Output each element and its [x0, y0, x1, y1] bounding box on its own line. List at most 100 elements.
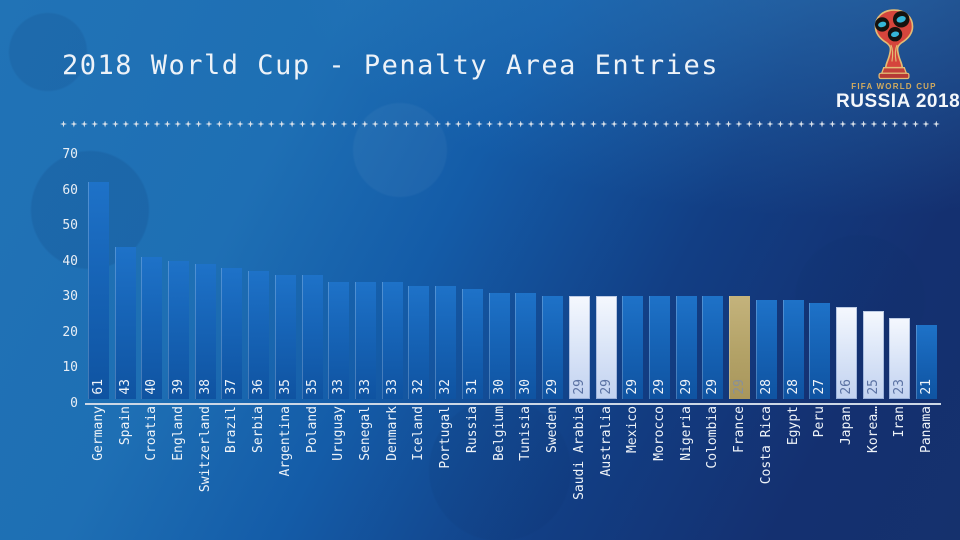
- star-icon: [652, 120, 660, 128]
- bar-value-label: 25: [865, 378, 881, 395]
- bar-slot: 25: [860, 155, 887, 400]
- x-label-slot: Argentina: [272, 399, 299, 539]
- bar-france: 29: [729, 296, 751, 400]
- x-axis-category-label: Denmark: [384, 406, 400, 462]
- bar-slot: 21: [913, 155, 940, 400]
- bar-slot: 29: [646, 155, 673, 400]
- x-label-slot: Croatia: [138, 399, 165, 539]
- x-label-slot: Colombia: [700, 399, 727, 539]
- x-axis-category-label: Brazil: [224, 406, 240, 454]
- bar-slot: 61: [85, 155, 112, 400]
- star-icon: [143, 120, 151, 128]
- x-axis-category-label: Korea…: [865, 406, 881, 454]
- bar-column: 35 Poland: [299, 155, 326, 539]
- star-icon: [631, 120, 639, 128]
- bar-slot: 36: [245, 155, 272, 400]
- bar-column: 32 Iceland: [406, 155, 433, 539]
- bar-column: 31 Russia: [459, 155, 486, 539]
- x-label-slot: Uruguay: [325, 399, 352, 539]
- star-icon: [662, 120, 670, 128]
- x-axis-category-label: Costa Rica: [758, 406, 774, 485]
- y-tick-label: 60: [62, 182, 78, 198]
- bar-column: 29 Colombia: [700, 155, 727, 539]
- x-axis-category-label: Iceland: [411, 406, 427, 462]
- y-tick-label: 30: [62, 289, 78, 305]
- x-label-slot: Germany: [85, 399, 112, 539]
- bar-slot: 40: [138, 155, 165, 400]
- star-icon: [340, 120, 348, 128]
- star-icon: [745, 120, 753, 128]
- bar-column: 29 Mexico: [619, 155, 646, 539]
- logo-russia-2018-text: RUSSIA 2018: [836, 91, 960, 112]
- x-label-slot: Russia: [459, 399, 486, 539]
- bar-russia: 31: [461, 289, 483, 400]
- bar-saudi-arabia: 29: [568, 296, 590, 400]
- bar-korea-: 25: [862, 310, 884, 400]
- x-label-slot: Egypt: [780, 399, 807, 539]
- star-icon: [454, 120, 462, 128]
- x-axis-category-label: Morocco: [651, 406, 667, 462]
- star-icon: [849, 120, 857, 128]
- x-label-slot: Australia: [593, 399, 620, 539]
- bar-value-label: 29: [598, 378, 614, 395]
- star-icon: [808, 120, 816, 128]
- bar-column: 35 Argentina: [272, 155, 299, 539]
- star-icon: [860, 120, 868, 128]
- bar-column: 23 Iran: [887, 155, 914, 539]
- bar-column: 29 France: [726, 155, 753, 539]
- bar-value-label: 21: [919, 378, 935, 395]
- star-icon: [309, 120, 317, 128]
- bar-value-label: 29: [545, 378, 561, 395]
- bar-value-label: 31: [464, 378, 480, 395]
- bar-tunisia: 30: [515, 292, 537, 400]
- bar-slot: 35: [299, 155, 326, 400]
- bar-slot: 29: [566, 155, 593, 400]
- logo-fifa-world-cup-text: FIFA WORLD CUP: [851, 82, 937, 91]
- x-axis-category-label: Uruguay: [331, 406, 347, 462]
- x-axis-category-label: Russia: [464, 406, 480, 454]
- x-label-slot: Sweden: [539, 399, 566, 539]
- bar-slot: 29: [593, 155, 620, 400]
- bar-croatia: 40: [141, 257, 163, 400]
- bar-value-label: 32: [411, 378, 427, 395]
- bar-column: 29 Sweden: [539, 155, 566, 539]
- x-label-slot: Iran: [887, 399, 914, 539]
- bar-slot: 33: [379, 155, 406, 400]
- bar-brazil: 37: [221, 267, 243, 400]
- bar-belgium: 30: [488, 292, 510, 400]
- bar-slot: 38: [192, 155, 219, 400]
- bar-iran: 23: [889, 317, 911, 400]
- x-label-slot: Brazil: [219, 399, 246, 539]
- bar-slot: 29: [726, 155, 753, 400]
- y-tick-label: 70: [62, 147, 78, 162]
- bar-value-label: 43: [117, 378, 133, 395]
- x-label-slot: England: [165, 399, 192, 539]
- star-icon: [818, 120, 826, 128]
- bar-column: 28 Costa Rica: [753, 155, 780, 539]
- x-label-slot: Poland: [299, 399, 326, 539]
- bar-costa-rica: 28: [755, 299, 777, 400]
- star-icon: [70, 120, 78, 128]
- bar-slot: 26: [833, 155, 860, 400]
- star-icon: [641, 120, 649, 128]
- star-icon: [392, 120, 400, 128]
- star-icon: [839, 120, 847, 128]
- x-axis-category-label: Croatia: [144, 406, 160, 462]
- x-axis-category-label: Spain: [117, 406, 133, 446]
- star-icon: [205, 120, 213, 128]
- star-icon: [413, 120, 421, 128]
- star-icon: [350, 120, 358, 128]
- bar-slot: 29: [619, 155, 646, 400]
- star-icon: [434, 120, 442, 128]
- x-axis-category-label: Panama: [919, 406, 935, 454]
- bar-colombia: 29: [702, 296, 724, 400]
- bar-slot: 30: [486, 155, 513, 400]
- x-axis-category-label: Portugal: [438, 406, 454, 470]
- x-axis-category-label: Germany: [90, 406, 106, 462]
- star-icon: [111, 120, 119, 128]
- star-icon: [247, 120, 255, 128]
- page-title: 2018 World Cup - Penalty Area Entries: [62, 50, 719, 81]
- x-label-slot: Nigeria: [673, 399, 700, 539]
- x-axis-category-label: Nigeria: [678, 406, 694, 462]
